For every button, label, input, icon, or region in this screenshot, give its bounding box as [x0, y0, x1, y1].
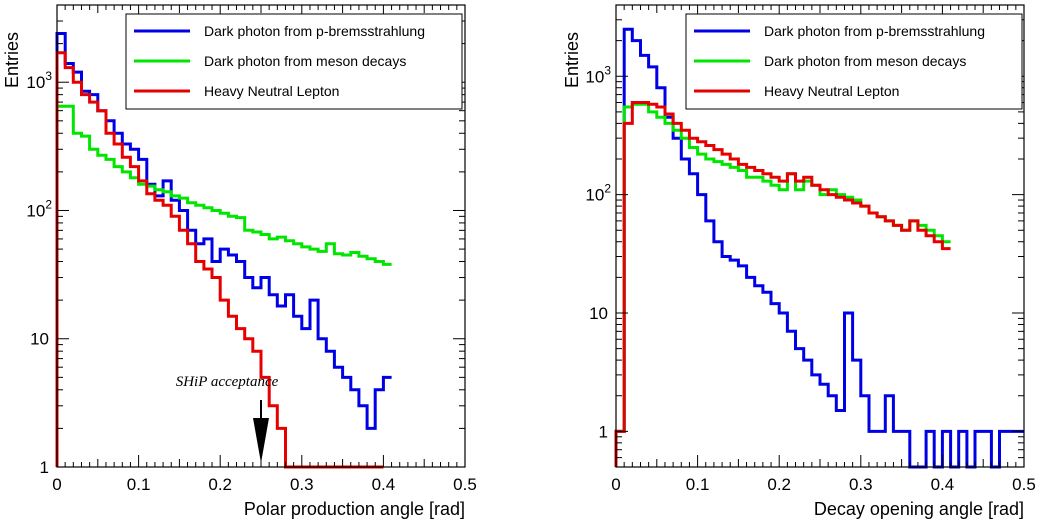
- x-tick-label: 0.5: [453, 475, 477, 494]
- series-line-1: [614, 27, 1024, 469]
- y-tick-label: 1: [40, 458, 49, 477]
- y-tick-label: 1: [599, 422, 608, 441]
- y-axis-label: Entries: [2, 32, 22, 88]
- chart-panel-2: 0 0.1 0.2 0.3 0.4 0.5 1 10 102 103 Decay opening a…: [562, 4, 1036, 519]
- series-line-3: [614, 101, 951, 467]
- x-tick-label: 0.2: [767, 475, 791, 494]
- y-tick-label: 103: [585, 63, 611, 86]
- legend: Dark photon from p-bremsstrahlung Dark ph…: [685, 13, 1023, 110]
- series-line-2: [55, 104, 392, 467]
- arrow-head-icon: [253, 418, 269, 463]
- annotation-label: SHiP acceptance: [176, 374, 279, 390]
- y-tick-label: 10: [30, 330, 49, 349]
- legend-label: Dark photon from meson decays: [204, 53, 406, 69]
- legend-label: Heavy Neutral Lepton: [764, 83, 899, 99]
- legend-label: Dark photon from p-bremsstrahlung: [764, 23, 985, 39]
- x-tick-label: 0.3: [290, 475, 314, 494]
- legend: Dark photon from p-bremsstrahlung Dark ph…: [125, 13, 463, 110]
- x-tick-label: 0.2: [208, 475, 232, 494]
- y-tick-label: 103: [26, 69, 52, 92]
- legend-label: Dark photon from p-bremsstrahlung: [204, 23, 425, 39]
- x-tick-label: 0.1: [686, 475, 710, 494]
- y-tick-label: 102: [26, 197, 52, 220]
- legend-label: Heavy Neutral Lepton: [204, 83, 339, 99]
- x-tick-label: 0.1: [127, 475, 151, 494]
- y-axis-label: Entries: [562, 32, 582, 88]
- y-tick-label: 102: [585, 182, 611, 205]
- chart-panel-1: 0 0.1 0.2 0.3 0.4 0.5 1 10 102 103 Polar productio…: [2, 4, 477, 519]
- legend-label: Dark photon from meson decays: [764, 53, 966, 69]
- series-line-2: [614, 102, 951, 467]
- x-tick-label: 0.4: [372, 475, 396, 494]
- x-axis-label: Decay opening angle [rad]: [814, 499, 1024, 519]
- x-tick-label: 0: [611, 475, 620, 494]
- x-axis-label: Polar production angle [rad]: [244, 499, 465, 519]
- series-line-1: [55, 32, 392, 467]
- x-tick-label: 0.3: [849, 475, 873, 494]
- x-tick-label: 0.5: [1012, 475, 1036, 494]
- x-tick-label: 0: [52, 475, 61, 494]
- acceptance-annotation: SHiP acceptance: [176, 374, 279, 463]
- x-tick-label: 0.4: [931, 475, 955, 494]
- y-tick-label: 10: [589, 304, 608, 323]
